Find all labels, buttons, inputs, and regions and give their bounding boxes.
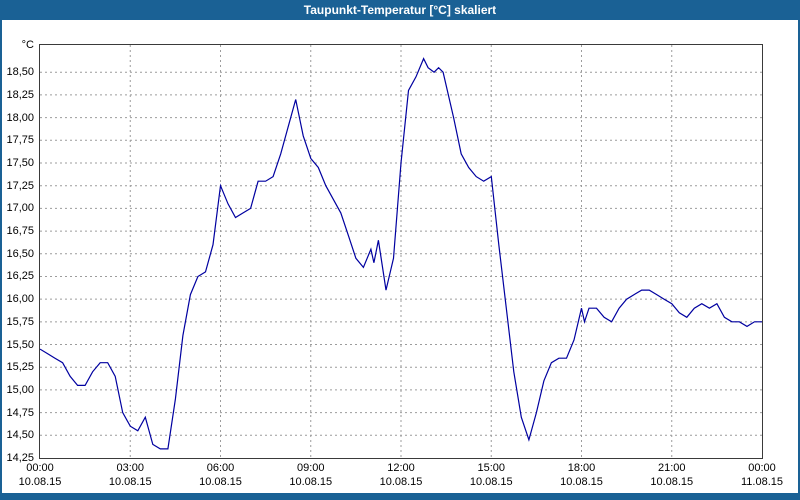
x-tick-date: 10.08.15 xyxy=(560,476,603,488)
y-tick-label: 14,50 xyxy=(6,429,34,442)
y-tick-label: 15,00 xyxy=(6,383,34,396)
y-tick-label: 18,25 xyxy=(6,88,34,101)
y-tick-label: 17,50 xyxy=(6,157,34,169)
x-tick-label: 00:00 11.08.15 xyxy=(727,462,797,488)
title-bar: Taupunkt-Temperatur [°C] skaliert xyxy=(0,0,800,20)
x-tick-time: 21:00 xyxy=(657,462,686,474)
x-tick-label: 09:00 10.08.15 xyxy=(276,462,346,488)
chart-canvas xyxy=(40,45,762,458)
x-tick-label: 03:00 10.08.15 xyxy=(95,462,165,488)
x-tick-time: 06:00 xyxy=(206,462,235,474)
x-tick-date: 10.08.15 xyxy=(289,476,333,488)
plot-area xyxy=(39,44,763,459)
y-tick-label: 16,75 xyxy=(6,225,34,238)
y-tick-label: 18,50 xyxy=(6,66,34,79)
x-tick-date: 11.08.15 xyxy=(740,476,783,488)
x-tick-label: 18:00 10.08.15 xyxy=(547,462,617,488)
x-tick-time: 18:00 xyxy=(567,462,596,474)
x-tick-time: 00:00 xyxy=(26,462,54,474)
window-border-bottom xyxy=(0,493,800,500)
x-tick-label: 21:00 10.08.15 xyxy=(637,462,707,488)
y-tick-label: 17,75 xyxy=(6,134,34,147)
y-tick-label: 18,00 xyxy=(6,111,34,124)
x-tick-time: 00:00 xyxy=(748,462,776,474)
x-tick-date: 10.08.15 xyxy=(469,476,513,488)
window-border-left xyxy=(0,20,2,500)
x-tick-date: 10.08.15 xyxy=(108,476,152,488)
x-tick-label: 00:00 10.08.15 xyxy=(5,462,75,488)
y-tick-label: 15,50 xyxy=(6,338,34,351)
y-axis-unit-label: °C xyxy=(21,39,34,51)
y-tick-label: 15,75 xyxy=(6,315,34,328)
y-tick-label: 14,25 xyxy=(6,452,34,464)
x-tick-date: 10.08.15 xyxy=(379,476,423,488)
temperature-line xyxy=(40,57,762,450)
x-tick-date: 10.08.15 xyxy=(199,476,242,488)
y-tick-label: 14,75 xyxy=(6,406,34,419)
x-tick-label: 06:00 10.08.15 xyxy=(186,462,256,488)
y-tick-label: 16,25 xyxy=(6,270,34,283)
window-border-right xyxy=(798,20,800,500)
y-tick-label: 16,50 xyxy=(6,247,34,260)
x-tick-date: 10.08.15 xyxy=(650,476,694,488)
x-tick-time: 03:00 xyxy=(116,462,145,474)
x-tick-time: 15:00 xyxy=(477,462,506,474)
chart-title: Taupunkt-Temperatur [°C] skaliert xyxy=(303,3,497,17)
y-tick-label: 15,25 xyxy=(6,361,34,374)
y-tick-label: 17,25 xyxy=(6,179,34,192)
y-tick-label: 16,00 xyxy=(6,293,34,306)
x-tick-label: 15:00 10.08.15 xyxy=(456,462,526,488)
x-tick-time: 09:00 xyxy=(296,462,325,474)
x-tick-time: 12:00 xyxy=(387,462,415,474)
y-tick-label: 17,00 xyxy=(6,202,34,215)
x-tick-date: 10.08.15 xyxy=(18,476,62,488)
x-tick-label: 12:00 10.08.15 xyxy=(366,462,436,488)
